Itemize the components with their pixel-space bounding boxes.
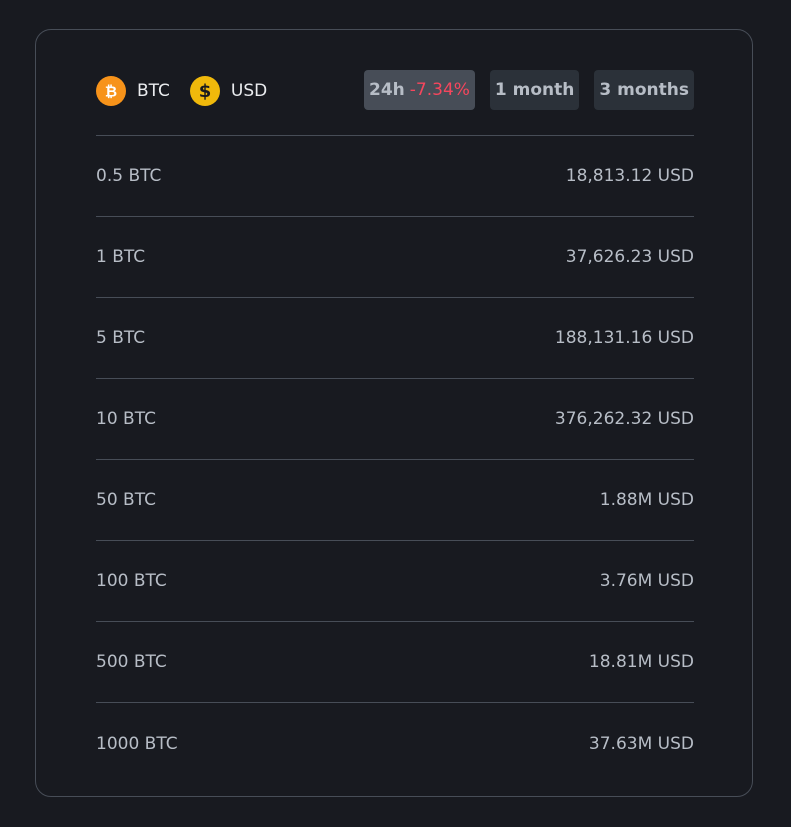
- btc-amount: 100 BTC: [96, 571, 167, 591]
- table-row: 1000 BTC 37.63M USD: [96, 703, 694, 784]
- quote-currency: $ USD: [189, 76, 268, 106]
- table-row: 100 BTC 3.76M USD: [96, 541, 694, 622]
- tab-1-month[interactable]: 1 month: [489, 70, 580, 110]
- svg-text:$: $: [199, 81, 212, 101]
- conversion-content: ₿ BTC $ USD 24h -7.34%: [96, 30, 694, 784]
- usd-value: 376,262.32 USD: [554, 409, 694, 429]
- svg-text:₿: ₿: [105, 83, 117, 101]
- tab-3-months[interactable]: 3 months: [594, 70, 694, 110]
- table-row: 0.5 BTC 18,813.12 USD: [96, 136, 694, 217]
- dollar-icon: $: [189, 76, 220, 106]
- tab-1-month-label: 1 month: [494, 80, 575, 100]
- base-currency-label: BTC: [137, 81, 170, 101]
- conversion-table: 0.5 BTC 18,813.12 USD 1 BTC 37,626.23 US…: [96, 136, 694, 784]
- tab-3-months-label: 3 months: [599, 80, 689, 100]
- table-row: 5 BTC 188,131.16 USD: [96, 298, 694, 379]
- btc-amount: 1 BTC: [96, 247, 146, 267]
- bitcoin-icon: ₿: [96, 76, 126, 106]
- usd-value: 188,131.16 USD: [554, 328, 694, 348]
- btc-amount: 10 BTC: [96, 409, 156, 429]
- usd-value: 3.76M USD: [599, 571, 694, 591]
- table-row: 1 BTC 37,626.23 USD: [96, 217, 694, 298]
- quote-currency-label: USD: [230, 81, 268, 101]
- table-row: 50 BTC 1.88M USD: [96, 460, 694, 541]
- table-row: 500 BTC 18.81M USD: [96, 622, 694, 703]
- base-currency: ₿ BTC: [96, 76, 170, 106]
- btc-amount: 50 BTC: [96, 490, 156, 510]
- btc-amount: 500 BTC: [96, 652, 167, 672]
- usd-value: 18.81M USD: [588, 652, 694, 672]
- tab-24h[interactable]: 24h -7.34%: [364, 70, 475, 110]
- usd-value: 1.88M USD: [599, 490, 694, 510]
- currency-pair: ₿ BTC $ USD: [96, 75, 287, 107]
- card-header: ₿ BTC $ USD 24h -7.34%: [96, 30, 694, 136]
- conversion-card: ₿ BTC $ USD 24h -7.34%: [35, 29, 753, 797]
- btc-amount: 0.5 BTC: [96, 166, 162, 186]
- tab-24h-label: 24h: [369, 80, 405, 100]
- btc-amount: 1000 BTC: [96, 733, 178, 754]
- btc-amount: 5 BTC: [96, 328, 146, 348]
- usd-value: 18,813.12 USD: [565, 166, 694, 186]
- usd-value: 37.63M USD: [588, 733, 694, 754]
- period-tabs: 24h -7.34% 1 month 3 months: [349, 70, 694, 110]
- price-change-24h: -7.34%: [409, 80, 470, 100]
- usd-value: 37,626.23 USD: [565, 247, 694, 267]
- table-row: 10 BTC 376,262.32 USD: [96, 379, 694, 460]
